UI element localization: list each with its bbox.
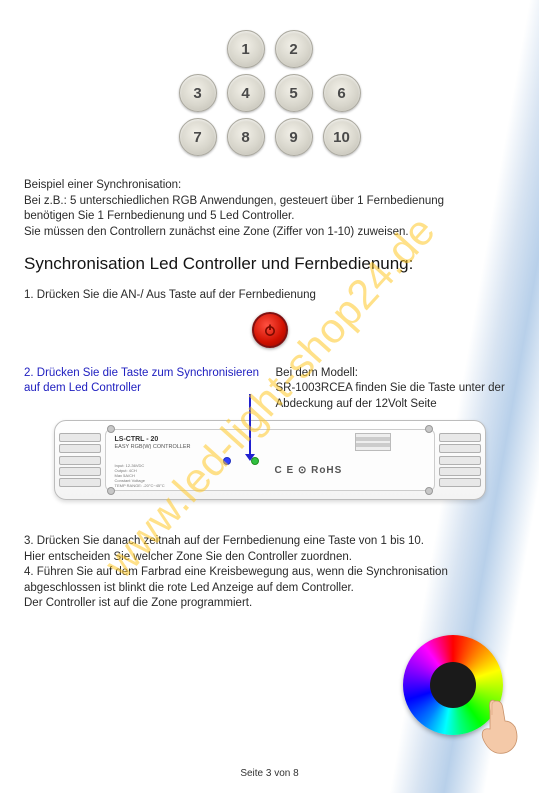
step-2-columns: 2. Drücken Sie die Taste zum Synchronisi…	[24, 366, 515, 413]
step-2-right: Bei dem Modell: SR-1003RCEA finden Sie d…	[276, 366, 516, 413]
terminal	[59, 478, 101, 487]
step2-left-line: auf dem Led Controller	[24, 382, 141, 394]
terminal	[59, 456, 101, 465]
step2-right-line: SR-1003RCEA finden Sie die Taste unter d…	[276, 382, 505, 394]
step2-left-line: 2. Drücken Sie die Taste zum Synchronisi…	[24, 367, 259, 379]
intro-paragraph: Beispiel einer Synchronisation: Bei z.B.…	[24, 178, 515, 240]
screw-icon	[425, 425, 433, 433]
step-line: Hier entscheiden Sie welcher Zone Sie de…	[24, 551, 352, 563]
zone-row-2: 3 4 5 6	[24, 74, 515, 112]
power-button-wrap	[24, 312, 515, 348]
zone-button: 2	[275, 30, 313, 68]
controller-label: LS-CTRL - 20 EASY RGB(W) CONTROLLER	[115, 435, 191, 451]
intro-line: benötigen Sie 1 Fernbedienung und 5 Led …	[24, 210, 294, 222]
zone-button: 10	[323, 118, 361, 156]
intro-line: Bei z.B.: 5 unterschiedlichen RGB Anwend…	[24, 195, 444, 207]
step2-right-line: Abdeckung auf der 12Volt Seite	[276, 398, 437, 410]
step-line: abgeschlossen ist blinkt die rote Led An…	[24, 582, 354, 594]
power-button	[252, 312, 288, 348]
terminal	[439, 444, 481, 453]
power-icon	[262, 322, 278, 338]
pointer-line	[249, 394, 251, 456]
color-wheel-area	[403, 635, 513, 745]
zone-button: 4	[227, 74, 265, 112]
controller-subtitle: EASY RGB(W) CONTROLLER	[115, 444, 191, 451]
section-heading: Synchronisation Led Controller und Fernb…	[24, 254, 515, 274]
dip-chip-icon	[355, 433, 391, 451]
right-terminals	[439, 433, 481, 487]
terminal	[439, 478, 481, 487]
zone-button: 1	[227, 30, 265, 68]
terminal	[59, 433, 101, 442]
terminal	[439, 433, 481, 442]
screw-icon	[107, 425, 115, 433]
intro-line: Beispiel einer Synchronisation:	[24, 179, 181, 191]
zone-button: 6	[323, 74, 361, 112]
zone-row-1: 1 2	[24, 30, 515, 68]
step-line: 3. Drücken Sie danach zeitnah auf der Fe…	[24, 535, 424, 547]
finger-icon	[475, 695, 519, 755]
zone-button: 3	[179, 74, 217, 112]
zone-row-3: 7 8 9 10	[24, 118, 515, 156]
step-line: Der Controller ist auf die Zone programm…	[24, 597, 252, 609]
controller-specs: Input: 12-36VDCOutput: 4CHMax 5A/CHConst…	[115, 463, 165, 488]
sync-led-blue	[223, 457, 231, 465]
zone-button: 9	[275, 118, 313, 156]
screw-icon	[425, 487, 433, 495]
controller-model: LS-CTRL - 20	[115, 435, 191, 444]
zone-button: 5	[275, 74, 313, 112]
controller-illustration: LS-CTRL - 20 EASY RGB(W) CONTROLLER Inpu…	[24, 420, 515, 500]
controller-body: LS-CTRL - 20 EASY RGB(W) CONTROLLER Inpu…	[54, 420, 486, 500]
terminal	[439, 467, 481, 476]
intro-line: Sie müssen den Controllern zunächst eine…	[24, 226, 409, 238]
zone-button-grid: 1 2 3 4 5 6 7 8 9 10	[24, 30, 515, 156]
steps-3-4-block: 3. Drücken Sie danach zeitnah auf der Fe…	[24, 534, 515, 612]
step2-right-line: Bei dem Modell:	[276, 367, 358, 379]
zone-button: 8	[227, 118, 265, 156]
pointer-arrowhead	[245, 454, 255, 461]
terminal	[439, 456, 481, 465]
zone-button: 7	[179, 118, 217, 156]
page-footer: Seite 3 von 8	[0, 768, 539, 779]
step-1-text: 1. Drücken Sie die AN-/ Aus Taste auf de…	[24, 288, 515, 304]
left-terminals	[59, 433, 101, 487]
terminal	[59, 444, 101, 453]
screw-icon	[107, 487, 115, 495]
cert-text: C E ⊙ RoHS	[275, 465, 343, 476]
step-2-left: 2. Drücken Sie die Taste zum Synchronisi…	[24, 366, 264, 413]
step-line: 4. Führen Sie auf dem Farbrad eine Kreis…	[24, 566, 448, 578]
terminal	[59, 467, 101, 476]
page-content: 1 2 3 4 5 6 7 8 9 10 Beispiel einer Sync…	[0, 0, 539, 612]
